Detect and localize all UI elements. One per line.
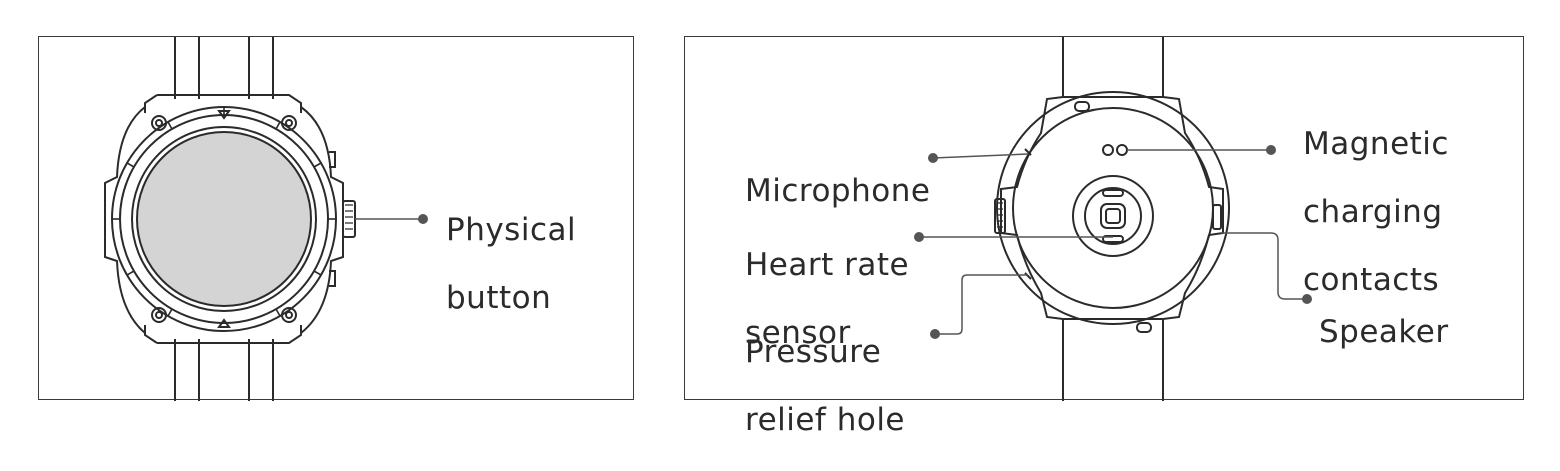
heart-rate-sensor-mid	[1084, 187, 1142, 245]
strap-hole-bottom	[1136, 322, 1152, 333]
case-back-outer	[996, 91, 1230, 325]
bottom-strap	[174, 339, 274, 401]
pressure-relief-leader-dot	[930, 329, 940, 339]
microphone-hole	[1024, 148, 1032, 156]
charging-contact-right	[1116, 144, 1128, 156]
speaker-leader-dot	[1302, 294, 1312, 304]
heart-rate-leader-dot	[914, 232, 924, 242]
physical-button-label: Physical button	[446, 212, 577, 316]
bezel-inner	[131, 126, 317, 312]
screw-bottom-right	[281, 307, 297, 323]
side-buttons-right	[329, 151, 336, 287]
microphone-leader	[932, 153, 1029, 159]
case-outline	[1000, 96, 1224, 320]
physical-button	[342, 200, 356, 238]
microphone-leader-dot	[928, 153, 938, 163]
magnetic-charging-contacts-label: Magnetic charging contacts	[1303, 126, 1449, 298]
screw-top-left	[151, 115, 167, 131]
case-outline	[144, 94, 302, 344]
crown-left	[994, 198, 1006, 234]
watch-back-illustration	[914, 37, 1312, 401]
watch-screen	[136, 131, 312, 307]
speaker-slot	[1212, 204, 1222, 230]
pressure-relief-leader	[935, 274, 1028, 335]
screw-top-right	[281, 115, 297, 131]
physical-button-leader-dot	[418, 214, 428, 224]
watch-front-illustration	[104, 37, 428, 401]
heart-rate-sensor-core	[1100, 203, 1126, 229]
top-strap	[174, 37, 274, 99]
screw-bottom-left	[151, 307, 167, 323]
strap-hole-top	[1074, 101, 1090, 112]
top-strap	[1062, 37, 1164, 97]
heart-rate-sensor-label: Heart rate sensor	[745, 247, 910, 351]
heart-rate-sensor-outer	[1072, 175, 1154, 257]
pressure-relief-hole-label: Pressure relief hole	[745, 334, 906, 438]
speaker-label: Speaker	[1319, 314, 1449, 350]
pressure-relief-hole-mark	[1024, 272, 1032, 280]
bottom-strap	[1062, 319, 1164, 401]
charging-contacts-leader-dot	[1266, 145, 1276, 155]
front-view-panel: Physical button	[38, 36, 634, 401]
microphone-label: Microphone	[745, 173, 931, 209]
charging-contact-left	[1102, 144, 1114, 156]
speaker-leader	[1221, 232, 1307, 300]
bezel-segments	[112, 107, 336, 317]
top-triangle-marker	[217, 110, 231, 120]
bottom-triangle-marker	[217, 318, 231, 328]
back-view-panel: Microphone Heart rate sensor Pressure re…	[684, 36, 1524, 437]
